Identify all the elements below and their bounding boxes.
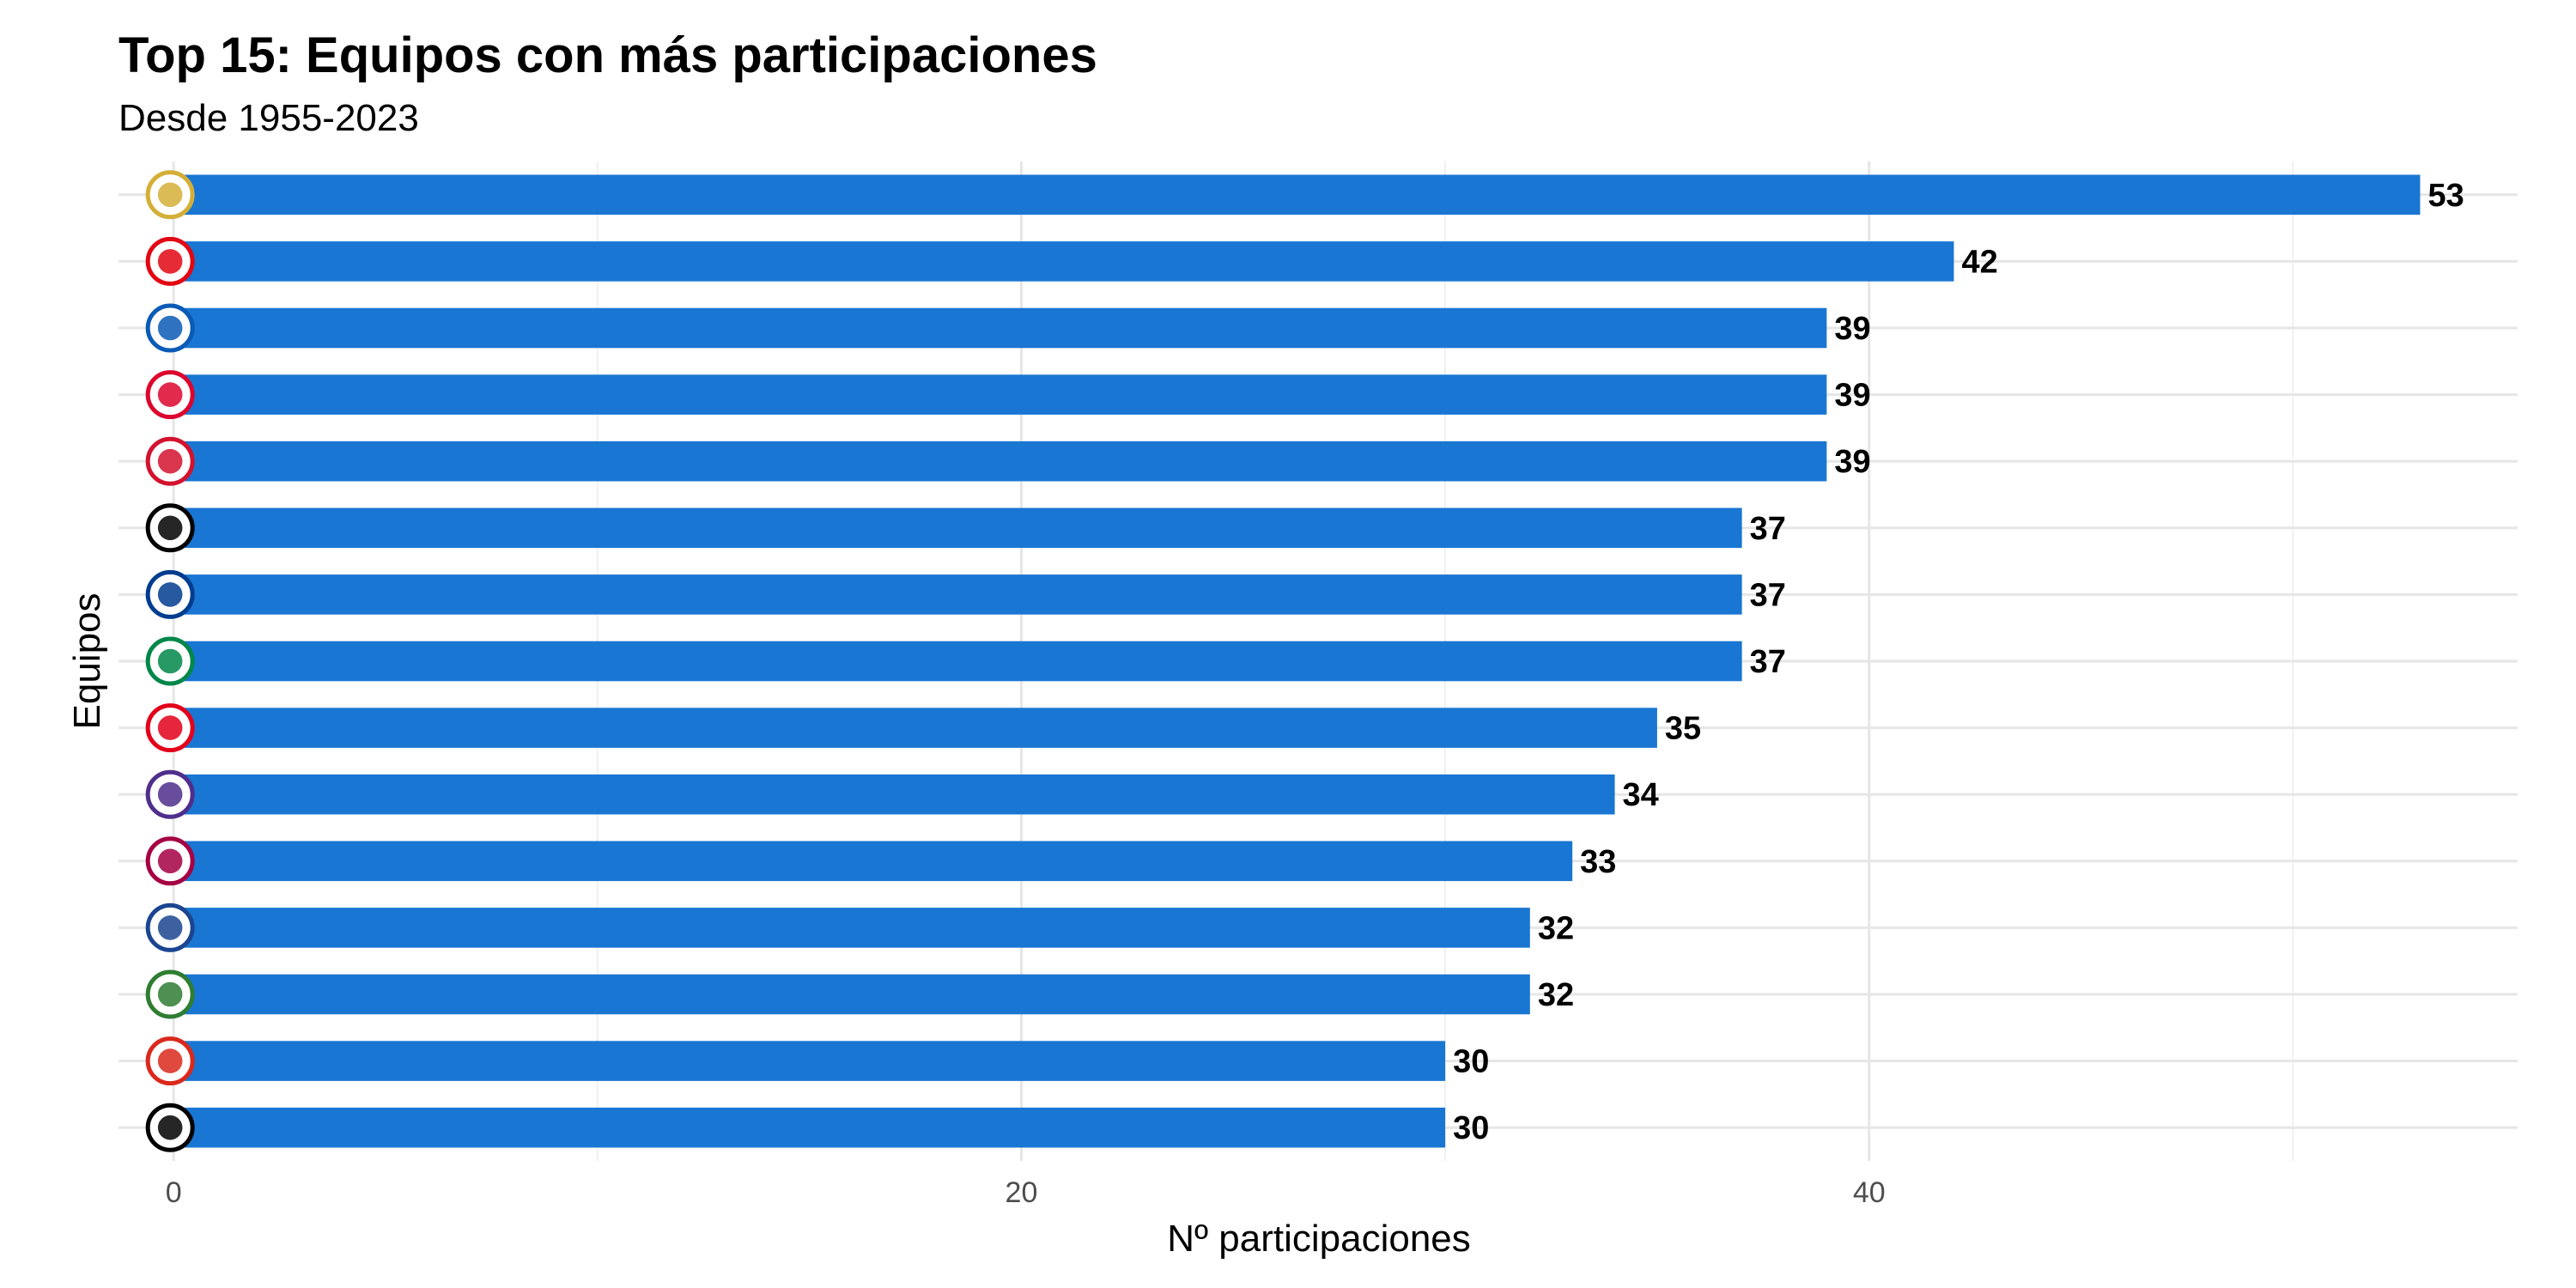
anderlecht-crest-icon: [145, 769, 195, 819]
bar-value-label: 37: [1750, 644, 1786, 680]
bar: [173, 1107, 1446, 1148]
bar: [173, 174, 2421, 216]
bar: [173, 440, 1827, 482]
porto-crest-icon: [145, 569, 195, 619]
chart-subtitle: Desde 1955-2023: [118, 97, 419, 139]
bar: [173, 241, 1954, 282]
celtic-crest-icon: [145, 636, 195, 686]
bar: [173, 641, 1742, 682]
bar: [173, 374, 1827, 415]
x-tick-label: 40: [1853, 1176, 1886, 1209]
bar-value-label: 42: [1961, 244, 1997, 280]
benfica-crest-icon: [145, 236, 195, 286]
x-tick-label: 0: [166, 1176, 182, 1209]
bar: [173, 774, 1615, 815]
olympiacos-crest-icon: [145, 703, 195, 753]
bar: [173, 841, 1573, 882]
bar: [173, 974, 1530, 1015]
bar-value-label: 33: [1580, 844, 1616, 880]
bar-value-label: 37: [1750, 511, 1786, 547]
bar-value-label: 35: [1665, 711, 1701, 747]
bar: [173, 507, 1742, 549]
bars: [173, 174, 2421, 1148]
bar-value-label: 34: [1623, 777, 1659, 813]
x-tick-label: 20: [1005, 1176, 1038, 1209]
bar-value-label: 32: [1538, 910, 1574, 946]
bar: [173, 307, 1827, 349]
chart-title: Top 15: Equipos con más participaciones: [118, 27, 1097, 83]
dynamo-kyiv-crest-icon: [145, 303, 195, 353]
x-axis-ticks: 0 20 40: [166, 1176, 1886, 1209]
ajax-crest-icon: [145, 436, 195, 486]
bayern-munich-crest-icon: [145, 370, 195, 420]
bar: [173, 1041, 1446, 1081]
rangers-crest-icon: [145, 902, 195, 952]
barcelona-crest-icon: [145, 836, 195, 886]
ac-milan-crest-icon: [145, 1103, 195, 1152]
bar-value-label: 30: [1453, 1044, 1489, 1080]
team-icons: [145, 170, 195, 1152]
juventus-crest-icon: [145, 503, 195, 553]
manchester-united-crest-icon: [145, 1036, 195, 1086]
bar-value-label: 30: [1453, 1110, 1489, 1146]
bar: [173, 574, 1742, 615]
bar: [173, 708, 1657, 748]
bar-value-label: 39: [1834, 378, 1870, 414]
bar-value-label: 32: [1538, 977, 1574, 1013]
bar-value-label: 39: [1834, 444, 1870, 480]
bar-value-label: 37: [1750, 577, 1786, 613]
y-axis-title: Equipos: [66, 592, 108, 729]
x-axis-title: Nº participaciones: [1167, 1218, 1471, 1260]
bar: [173, 908, 1530, 948]
bar-value-label: 53: [2427, 178, 2464, 214]
real-madrid-crest-icon: [145, 170, 195, 220]
bar-value-label: 39: [1834, 311, 1870, 347]
sparta-prague-crest-icon: [145, 969, 195, 1019]
